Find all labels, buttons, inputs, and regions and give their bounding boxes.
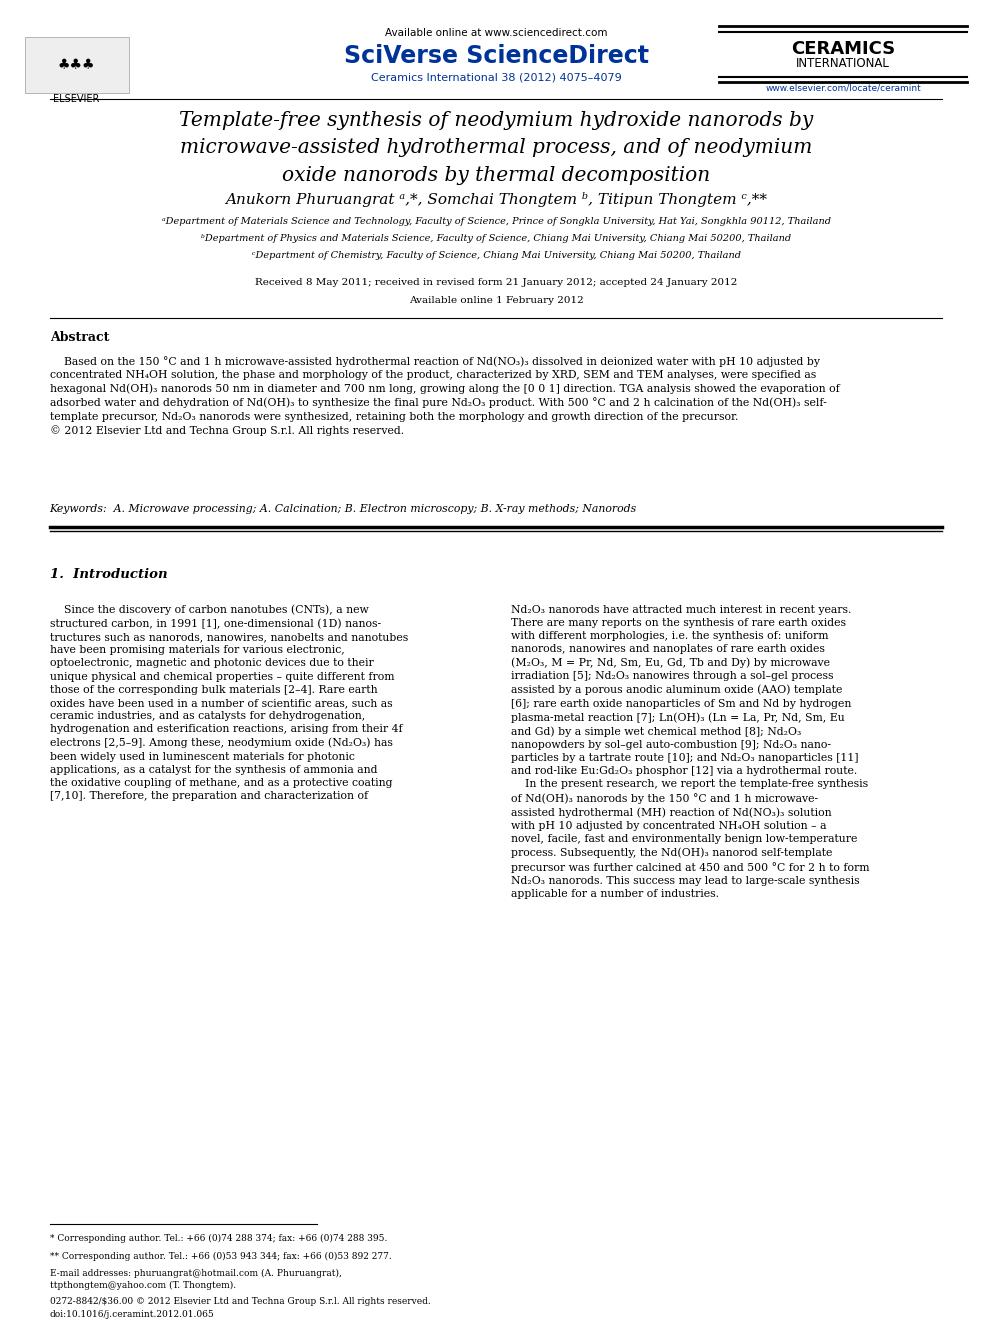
Text: Abstract: Abstract bbox=[50, 331, 109, 344]
Text: ᶜDepartment of Chemistry, Faculty of Science, Chiang Mai University, Chiang Mai : ᶜDepartment of Chemistry, Faculty of Sci… bbox=[252, 251, 740, 261]
Text: E-mail addresses: phuruangrat@hotmail.com (A. Phuruangrat),
ttpthongtem@yahoo.co: E-mail addresses: phuruangrat@hotmail.co… bbox=[50, 1269, 341, 1290]
Text: Available online 1 February 2012: Available online 1 February 2012 bbox=[409, 296, 583, 306]
Text: 1.  Introduction: 1. Introduction bbox=[50, 568, 168, 581]
Text: ♣♣♣: ♣♣♣ bbox=[58, 58, 95, 71]
Text: www.elsevier.com/locate/ceramint: www.elsevier.com/locate/ceramint bbox=[765, 83, 922, 93]
Text: ᵃDepartment of Materials Science and Technology, Faculty of Science, Prince of S: ᵃDepartment of Materials Science and Tec… bbox=[162, 217, 830, 226]
FancyBboxPatch shape bbox=[25, 37, 129, 93]
Text: Nd₂O₃ nanorods have attracted much interest in recent years.
There are many repo: Nd₂O₃ nanorods have attracted much inter… bbox=[511, 605, 869, 900]
Text: Ceramics International 38 (2012) 4075–4079: Ceramics International 38 (2012) 4075–40… bbox=[371, 73, 621, 83]
Text: SciVerse ScienceDirect: SciVerse ScienceDirect bbox=[343, 44, 649, 67]
Text: Available online at www.sciencedirect.com: Available online at www.sciencedirect.co… bbox=[385, 28, 607, 38]
Text: ** Corresponding author. Tel.: +66 (0)53 943 344; fax: +66 (0)53 892 277.: ** Corresponding author. Tel.: +66 (0)53… bbox=[50, 1252, 392, 1261]
Text: Template-free synthesis of neodymium hydroxide nanorods by
microwave-assisted hy: Template-free synthesis of neodymium hyd… bbox=[179, 111, 813, 185]
Text: Keywords:  A. Microwave processing; A. Calcination; B. Electron microscopy; B. X: Keywords: A. Microwave processing; A. Ca… bbox=[50, 504, 637, 515]
Text: Received 8 May 2011; received in revised form 21 January 2012; accepted 24 Janua: Received 8 May 2011; received in revised… bbox=[255, 278, 737, 287]
Text: Based on the 150 °C and 1 h microwave-assisted hydrothermal reaction of Nd(NO₃)₃: Based on the 150 °C and 1 h microwave-as… bbox=[50, 356, 839, 435]
Text: Anukorn Phuruangrat ᵃ,*, Somchai Thongtem ᵇ, Titipun Thongtem ᶜ,**: Anukorn Phuruangrat ᵃ,*, Somchai Thongte… bbox=[225, 192, 767, 206]
Text: Since the discovery of carbon nanotubes (CNTs), a new
structured carbon, in 1991: Since the discovery of carbon nanotubes … bbox=[50, 605, 408, 802]
Text: doi:10.1016/j.ceramint.2012.01.065: doi:10.1016/j.ceramint.2012.01.065 bbox=[50, 1310, 214, 1319]
Text: CERAMICS: CERAMICS bbox=[791, 40, 896, 58]
Text: INTERNATIONAL: INTERNATIONAL bbox=[797, 57, 890, 70]
Text: * Corresponding author. Tel.: +66 (0)74 288 374; fax: +66 (0)74 288 395.: * Corresponding author. Tel.: +66 (0)74 … bbox=[50, 1234, 387, 1244]
Text: ᵇDepartment of Physics and Materials Science, Faculty of Science, Chiang Mai Uni: ᵇDepartment of Physics and Materials Sci… bbox=[201, 234, 791, 243]
Text: 0272-8842/$36.00 © 2012 Elsevier Ltd and Techna Group S.r.l. All rights reserved: 0272-8842/$36.00 © 2012 Elsevier Ltd and… bbox=[50, 1297, 431, 1306]
Text: ELSEVIER: ELSEVIER bbox=[54, 94, 99, 105]
